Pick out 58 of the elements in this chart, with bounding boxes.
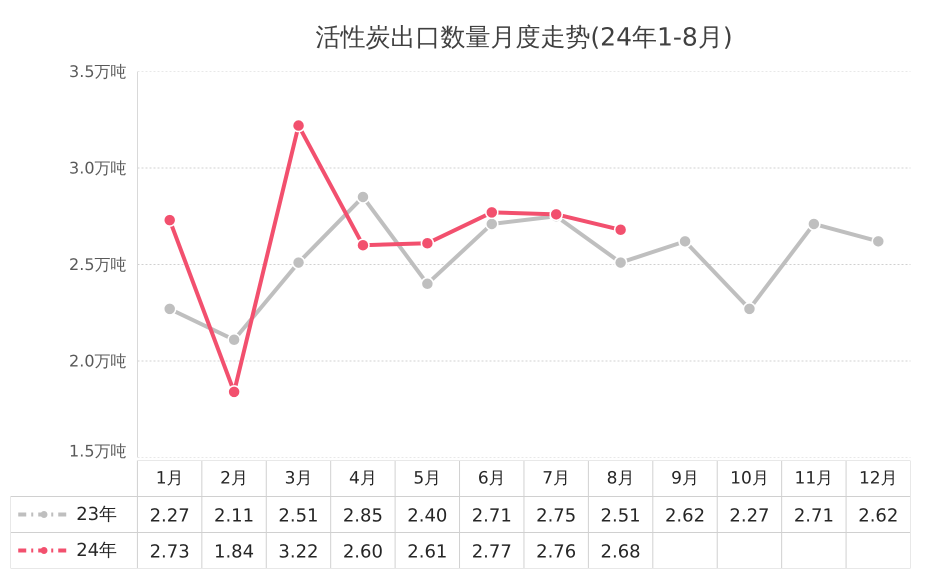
point — [420, 277, 434, 291]
x-tick-label: 6月 — [478, 468, 506, 488]
data-label: 2.61 — [407, 542, 448, 562]
x-tick-label: 2月 — [220, 468, 248, 488]
legend-label: 24年 — [76, 540, 118, 561]
point — [678, 234, 692, 248]
point — [227, 333, 241, 347]
x-tick-label: 1月 — [156, 468, 184, 488]
x-tick-label: 4月 — [348, 468, 377, 488]
data-label: 2.73 — [150, 542, 190, 562]
point — [162, 213, 176, 227]
point — [227, 385, 241, 399]
point — [420, 236, 434, 250]
data-label: 2.40 — [407, 506, 448, 526]
data-label: 2.27 — [729, 506, 770, 526]
data-label: 2.60 — [342, 542, 383, 562]
x-tick-label: 12月 — [858, 468, 898, 488]
point — [485, 206, 499, 220]
data-label: 2.76 — [536, 542, 576, 562]
y-tick-label: 3.5万吨 — [69, 62, 127, 81]
data-label: 2.62 — [664, 506, 706, 526]
y-tick-label: 3.0万吨 — [69, 158, 127, 178]
x-tick-label: 10月 — [730, 468, 769, 488]
data-label: 2.71 — [472, 506, 512, 526]
x-tick-label: 8月 — [606, 468, 635, 488]
x-tick-label: 11月 — [794, 468, 834, 488]
data-label: 2.68 — [600, 542, 641, 562]
point — [742, 302, 756, 316]
point — [292, 256, 306, 270]
point — [807, 217, 821, 231]
x-tick-label: 7月 — [542, 468, 570, 488]
point — [614, 223, 628, 236]
data-label: 2.62 — [858, 506, 898, 526]
data-label: 2.51 — [278, 506, 319, 526]
data-label: 1.84 — [214, 542, 254, 562]
point — [162, 302, 176, 316]
data-label: 2.11 — [214, 506, 254, 526]
chart-title: 活性炭出口数量月度走势(24年1-8月) — [315, 22, 733, 52]
y-tick-label: 2.0万吨 — [69, 352, 127, 370]
data-label: 2.75 — [536, 506, 576, 526]
point — [614, 256, 628, 270]
point — [292, 118, 306, 132]
y-tick-label: 1.5万吨 — [69, 442, 127, 460]
data-label: 3.22 — [278, 542, 319, 562]
x-tick-label: 9月 — [671, 468, 699, 488]
x-tick-label: 5月 — [413, 468, 442, 488]
point — [872, 234, 886, 248]
x-tick-label: 3月 — [284, 468, 312, 488]
data-label: 2.51 — [600, 506, 641, 526]
data-label: 2.71 — [794, 506, 834, 526]
point — [356, 238, 370, 252]
point — [485, 217, 499, 231]
data-label: 2.27 — [150, 506, 190, 526]
data-label: 2.85 — [342, 506, 383, 526]
data-label: 2.77 — [472, 542, 512, 562]
y-tick-label: 2.5万吨 — [69, 255, 127, 274]
legend-label: 23年 — [76, 504, 118, 525]
point — [356, 190, 370, 204]
